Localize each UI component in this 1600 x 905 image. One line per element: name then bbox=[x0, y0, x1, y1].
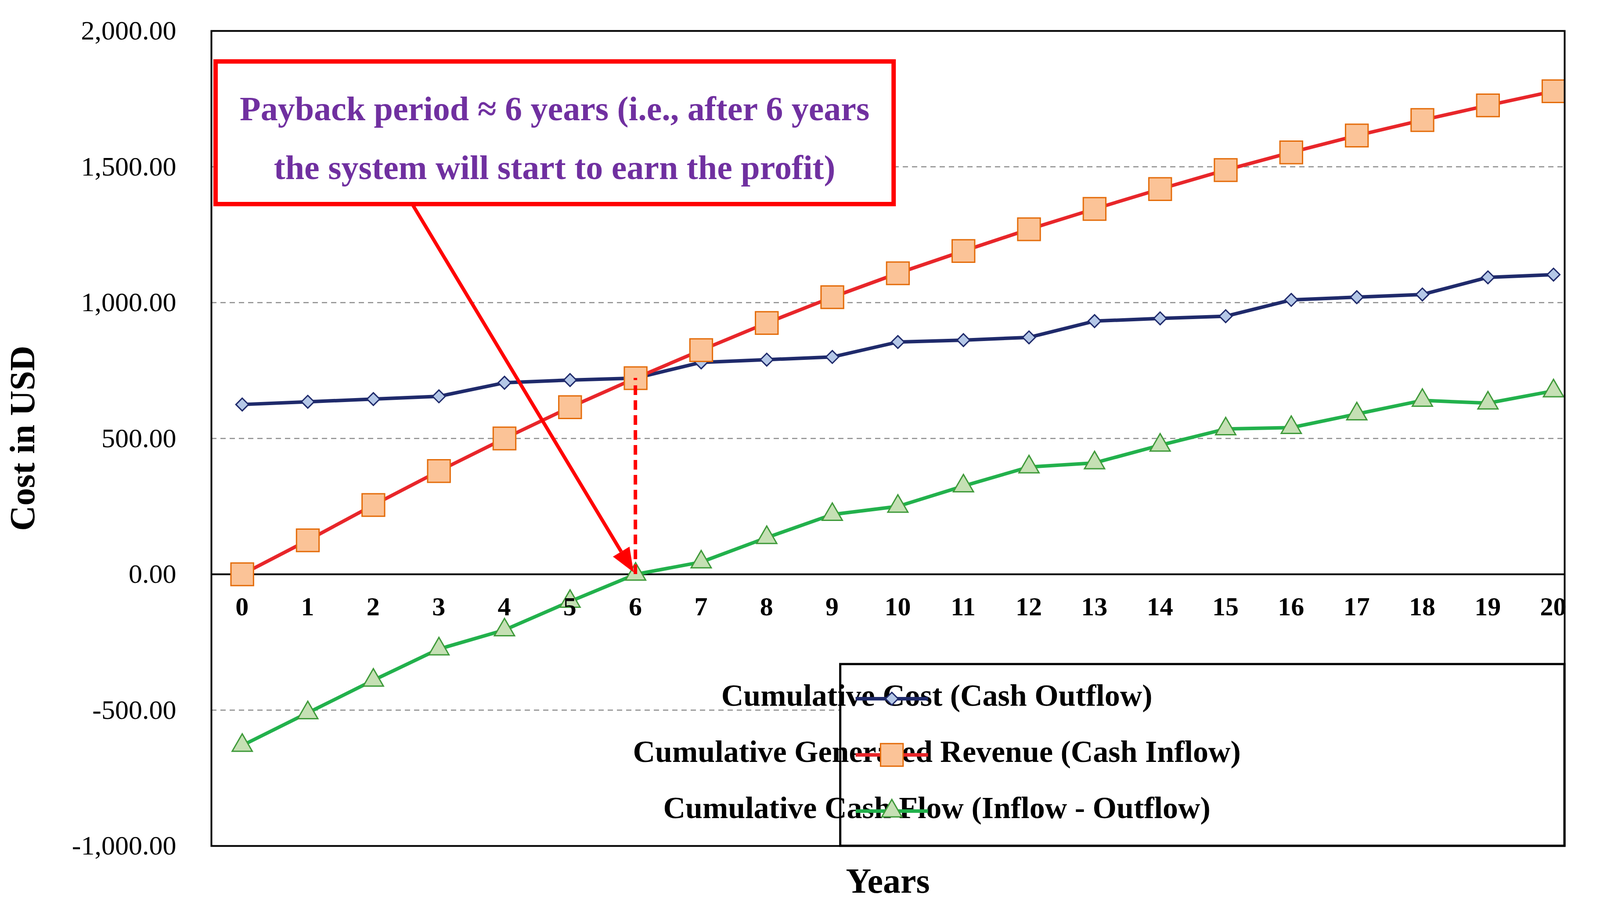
svg-text:Cumulative Cost (Cash Outflow): Cumulative Cost (Cash Outflow) bbox=[721, 678, 1153, 713]
svg-text:10: 10 bbox=[884, 592, 911, 622]
svg-text:17: 17 bbox=[1343, 592, 1370, 622]
svg-text:15: 15 bbox=[1212, 592, 1239, 622]
svg-text:500.00: 500.00 bbox=[101, 423, 177, 454]
svg-text:1,500.00: 1,500.00 bbox=[81, 151, 177, 182]
svg-text:11: 11 bbox=[950, 592, 976, 622]
svg-text:0.00: 0.00 bbox=[128, 558, 177, 589]
svg-text:8: 8 bbox=[760, 592, 774, 622]
svg-text:Cumulative Cash Flow (Inflow -: Cumulative Cash Flow (Inflow - Outflow) bbox=[663, 791, 1211, 826]
svg-text:5: 5 bbox=[563, 592, 577, 622]
svg-text:2,000.00: 2,000.00 bbox=[81, 15, 177, 46]
svg-text:2: 2 bbox=[366, 592, 380, 622]
svg-text:-1,000.00: -1,000.00 bbox=[72, 830, 177, 861]
svg-text:3: 3 bbox=[432, 592, 446, 622]
svg-text:-500.00: -500.00 bbox=[92, 695, 177, 725]
svg-text:14: 14 bbox=[1146, 592, 1174, 622]
svg-text:the system will start to earn: the system will start to earn the profit… bbox=[273, 148, 836, 187]
svg-text:0: 0 bbox=[235, 592, 249, 622]
svg-text:6: 6 bbox=[628, 592, 642, 622]
svg-text:16: 16 bbox=[1277, 592, 1305, 622]
svg-text:4: 4 bbox=[497, 592, 511, 622]
svg-text:Years: Years bbox=[845, 861, 930, 901]
svg-text:18: 18 bbox=[1409, 592, 1436, 622]
svg-text:Cumulative Generated Revenue (: Cumulative Generated Revenue (Cash Inflo… bbox=[632, 735, 1241, 769]
svg-text:7: 7 bbox=[694, 592, 708, 622]
svg-text:12: 12 bbox=[1015, 592, 1042, 622]
svg-text:Cost in USD: Cost in USD bbox=[3, 345, 42, 531]
svg-text:1: 1 bbox=[301, 592, 315, 622]
svg-text:20: 20 bbox=[1540, 592, 1567, 622]
svg-text:Payback period ≈ 6 years (i.e.: Payback period ≈ 6 years (i.e., after 6 … bbox=[239, 89, 870, 128]
svg-text:1,000.00: 1,000.00 bbox=[81, 287, 177, 318]
svg-text:19: 19 bbox=[1474, 592, 1501, 622]
svg-text:13: 13 bbox=[1081, 592, 1108, 622]
svg-text:9: 9 bbox=[825, 592, 839, 622]
